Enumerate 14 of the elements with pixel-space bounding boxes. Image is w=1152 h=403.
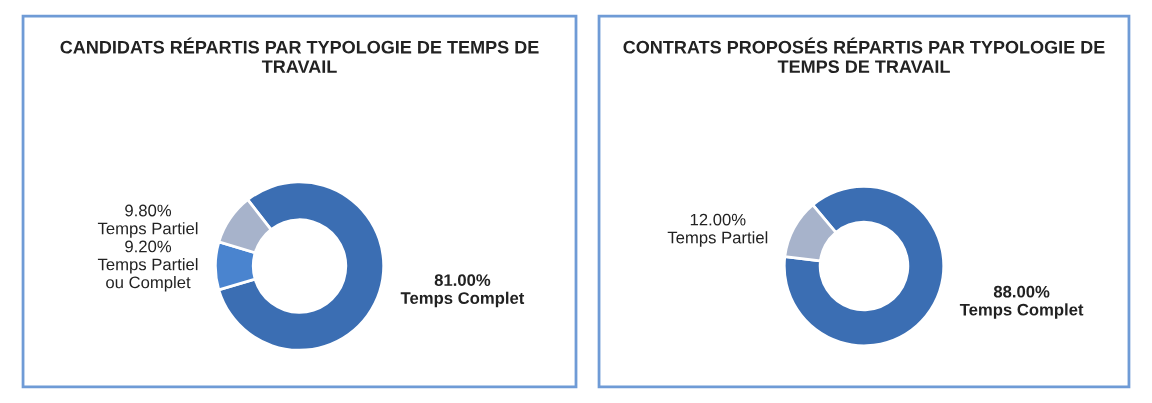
- slice-label: Temps Complet: [400, 291, 525, 308]
- slice-label: Temps Partiel: [97, 222, 198, 238]
- slice-label: Temps Partiel: [667, 231, 768, 247]
- data-label: 9.20%: [125, 240, 172, 253]
- donut-slice: [782, 184, 946, 348]
- chart-title: CONTRATS PROPOSÉS RÉPARTIS PAR TYPOLOGIE DE TEMPS DE TRAVAIL: [623, 37, 1105, 74]
- data-label: 88.00%: [993, 285, 1050, 298]
- chart-title: CANDIDATS RÉPARTIS PAR TYPOLOGIE DE TEMPS DE TRAVAIL: [60, 37, 539, 73]
- slice-label: Temps Complet: [959, 303, 1084, 319]
- donut-slice: [217, 180, 386, 352]
- slice-label: Temps Partiel ou Complet: [97, 258, 198, 292]
- data-label: 12.00%: [690, 213, 746, 226]
- data-label: 9.80%: [125, 204, 172, 217]
- data-label: 81.00%: [434, 274, 491, 287]
